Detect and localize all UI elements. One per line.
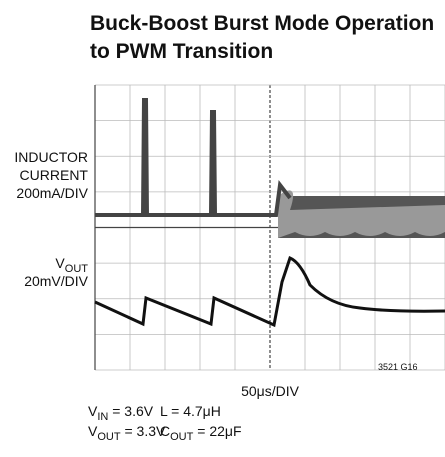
scope-grid	[94, 84, 445, 371]
label: 20mV/DIV	[24, 273, 88, 289]
current-line	[95, 98, 292, 217]
label: VOUT	[55, 255, 88, 275]
time-scale: 50μs/DIV	[241, 383, 300, 399]
figure-id: 3521 G16	[378, 362, 418, 372]
label: 200mA/DIV	[16, 185, 88, 201]
title: to PWM Transition	[90, 40, 273, 63]
condition: VIN = 3.6V	[88, 403, 154, 423]
title: Buck-Boost Burst Mode Operation	[90, 12, 434, 35]
condition: COUT = 22μF	[160, 423, 242, 443]
label: INDUCTOR	[14, 149, 88, 165]
condition: VOUT = 3.3V	[88, 423, 166, 443]
condition: L = 4.7μH	[160, 403, 221, 419]
vout-line	[94, 256, 445, 328]
label: CURRENT	[20, 167, 89, 183]
ripple-band-inner	[278, 190, 445, 238]
current-trace	[95, 98, 445, 238]
